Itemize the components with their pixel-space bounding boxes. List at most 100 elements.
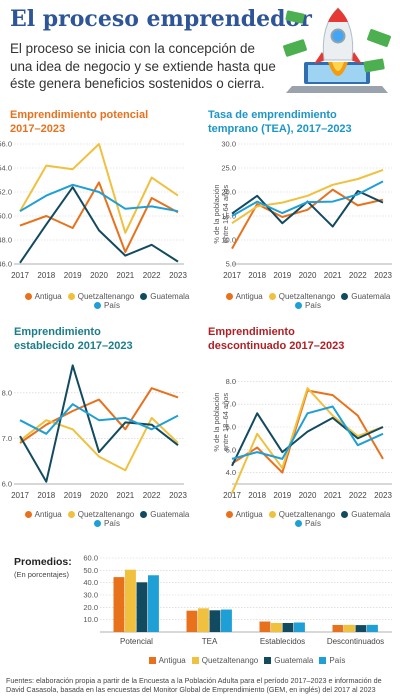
legend-label: Quetzaltenango — [77, 510, 135, 519]
bar-guatemala — [209, 610, 221, 632]
y-tick-label: 54.0 — [0, 164, 12, 173]
series-line-quetzaltenango — [231, 168, 384, 225]
legend-item: Antigua — [24, 292, 62, 301]
legend-item: País — [93, 301, 120, 310]
bar-guatemala — [355, 625, 367, 632]
legend-marker — [319, 657, 327, 664]
ylabel-tea: % de la población entre 18–64 años — [212, 169, 230, 259]
x-tick-label: 2019 — [64, 271, 82, 280]
page-title: El proceso emprendedor — [10, 6, 312, 32]
y-tick-label: 20.0 — [83, 603, 98, 612]
legend-label: Guatemala — [351, 292, 391, 301]
chart-title-line2: 2017–2023 — [10, 122, 66, 135]
footer-sources: Fuentes: elaboración propia a partir de … — [6, 676, 382, 694]
ylabel-descontinuado: % de la población entre 18–64 años — [212, 377, 230, 467]
bar-quetzaltenango — [198, 608, 209, 632]
x-category-label: Establecidos — [260, 637, 305, 646]
series-line-país — [231, 180, 384, 217]
series-line-país — [19, 403, 179, 435]
x-category-label: TEA — [202, 637, 218, 646]
ylabel-line2: entre 18–64 años — [221, 392, 230, 452]
x-tick-label: 2019 — [273, 491, 291, 500]
legend-marker — [24, 293, 32, 300]
promedios-subtitle: (En porcentajes) — [14, 570, 70, 579]
chart-title-line1: Tasa de emprendimiento — [208, 109, 337, 121]
legend-marker — [148, 657, 156, 664]
series-line-guatemala — [231, 412, 384, 467]
legend-label: País — [304, 301, 321, 310]
x-tick-label: 2017 — [11, 271, 29, 280]
x-tick-label: 2022 — [349, 491, 367, 500]
chart-title-establecido: Emprendimiento establecido 2017–2023 — [14, 326, 133, 353]
y-tick-label: 30.0 — [83, 591, 98, 600]
x-tick-label: 2021 — [324, 271, 342, 280]
legend-marker — [268, 293, 276, 300]
legend-label: Antigua — [235, 292, 263, 301]
chart-title-tea: Tasa de emprendimiento temprano (TEA), 2… — [208, 109, 352, 136]
legend-label: País — [304, 519, 321, 528]
bar-antigua — [259, 621, 271, 632]
legend-label: Quetzaltenango — [278, 510, 336, 519]
legend-item: Antigua — [24, 510, 62, 519]
legend-label: Guatemala — [351, 510, 391, 519]
legend-label: Quetzaltenango — [77, 292, 135, 301]
legend-item: País — [294, 519, 321, 528]
x-tick-label: 2021 — [324, 491, 342, 500]
legend-label: Antigua — [158, 656, 186, 665]
x-tick-label: 2018 — [37, 271, 55, 280]
legend-item: País — [319, 656, 345, 665]
chart-title-line1: Emprendimiento — [14, 326, 101, 338]
chart-title-line2: descontinuado 2017–2023 — [208, 339, 345, 352]
legend-label: País — [103, 519, 120, 528]
legend-item: Antigua — [225, 292, 263, 301]
x-tick-label: 2018 — [37, 491, 55, 500]
legend-marker — [225, 293, 233, 300]
series-line-país — [231, 405, 384, 460]
y-tick-label: 8.0 — [2, 388, 12, 397]
x-tick-label: 2022 — [143, 271, 161, 280]
legend-item: Guatemala — [140, 510, 189, 519]
y-tick-label: 52.0 — [0, 188, 12, 197]
x-tick-label: 2022 — [143, 491, 161, 500]
x-tick-label: 2019 — [273, 271, 291, 280]
x-tick-label: 2023 — [169, 271, 187, 280]
series-line-antigua — [231, 389, 384, 474]
legend-marker — [341, 293, 349, 300]
y-tick-label: 60.0 — [83, 554, 98, 563]
y-tick-label: 4.0 — [226, 468, 236, 477]
legend-item: Antigua — [148, 656, 186, 665]
legend-marker — [67, 511, 75, 518]
bar-país — [294, 622, 305, 632]
legend-marker — [264, 657, 272, 664]
bar-antigua — [332, 624, 344, 632]
legend-item: Antigua — [225, 510, 263, 519]
chart-title-descontinuado: Emprendimiento descontinuado 2017–2023 — [208, 326, 344, 353]
x-category-label: Descontinuados — [327, 637, 384, 646]
legend-marker — [93, 302, 101, 309]
chart-title-line2: temprano (TEA), 2017–2023 — [208, 122, 352, 135]
legend-item: País — [294, 301, 321, 310]
legend-item: Guatemala — [264, 656, 313, 665]
legend-establecido: Antigua Quetzaltenango Guatemala País — [20, 510, 200, 528]
legend-label: Antigua — [235, 510, 263, 519]
promedios-title: Promedios: — [14, 556, 72, 568]
x-tick-label: 2020 — [299, 491, 317, 500]
legend-item: Quetzaltenango — [268, 510, 336, 519]
chart-title-line1: Emprendimiento — [208, 326, 295, 338]
x-tick-label: 2019 — [64, 491, 82, 500]
intro-text: El proceso se inicia con la concepción d… — [10, 41, 276, 91]
chart-title-line2: establecido 2017–2023 — [14, 339, 133, 352]
legend-label: País — [103, 301, 120, 310]
legend-label: Guatemala — [274, 656, 314, 665]
bar-guatemala — [136, 582, 148, 632]
legend-marker — [140, 511, 148, 518]
legend-item: Guatemala — [341, 510, 390, 519]
x-tick-label: 2021 — [116, 271, 134, 280]
x-tick-label: 2022 — [349, 271, 367, 280]
legend-descontinuado: Antigua Quetzaltenango Guatemala País — [222, 510, 400, 528]
x-tick-label: 2017 — [223, 271, 241, 280]
bar-país — [221, 609, 232, 632]
y-tick-label: 30.0 — [221, 140, 236, 149]
legend-item: Quetzaltenango — [67, 292, 135, 301]
legend-marker — [24, 511, 32, 518]
